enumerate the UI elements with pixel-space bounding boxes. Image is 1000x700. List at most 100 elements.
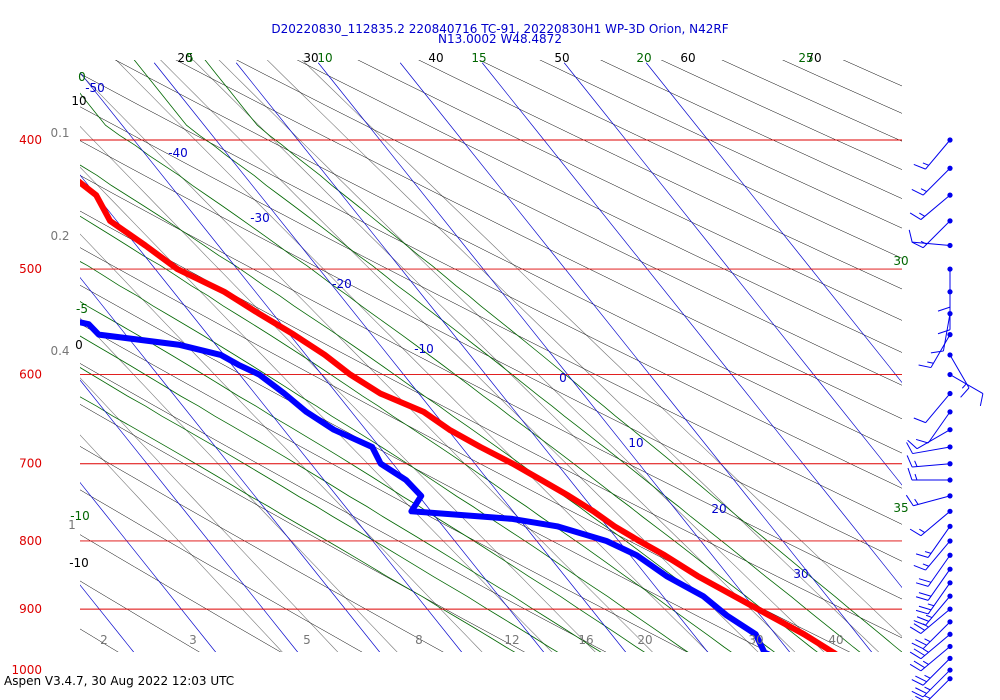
isotherm-label: -40 <box>168 146 188 160</box>
wind-barb-flag <box>909 212 922 220</box>
wind-barb-shaft <box>912 241 951 246</box>
dry-adiabat-label: -10 <box>69 556 89 570</box>
mixing-ratio-label: 16 <box>578 633 593 647</box>
temperature-scale-label: 50 <box>554 51 569 65</box>
wind-barb-shaft <box>925 393 951 423</box>
wind-barb-flag <box>919 212 925 217</box>
isotherm-line <box>80 481 217 652</box>
dry-adiabat-line <box>175 60 902 420</box>
mixing-ratio-label: 20 <box>637 633 652 647</box>
moist-adiabat-line <box>133 60 861 652</box>
dry-adiabat-line <box>80 323 688 652</box>
wind-barb-flag <box>915 582 929 587</box>
isotherm-line <box>481 62 902 589</box>
wind-barb-flag <box>961 383 967 389</box>
moist-adiabat-label: 35 <box>893 501 908 515</box>
dry-adiabat-line <box>660 60 902 170</box>
mixing-ratio-line <box>80 434 283 652</box>
pressure-tick-label: 500 <box>19 262 42 276</box>
wind-barb-flag <box>907 467 913 481</box>
wind-barb-shaft <box>949 354 970 389</box>
dry-adiabat-line <box>80 489 363 652</box>
wind-barb <box>915 409 953 444</box>
dry-adiabat-line <box>80 363 607 652</box>
mixing-ratio-label: 40 <box>828 633 843 647</box>
wind-barb-shaft <box>922 658 951 686</box>
wind-barb-flag <box>922 162 929 166</box>
moist-adiabat-line <box>80 335 602 652</box>
wind-barb-flag <box>913 564 926 571</box>
moist-adiabat-line <box>80 396 516 652</box>
wind-barb-flag <box>924 695 931 699</box>
dry-adiabat-line <box>80 175 902 600</box>
mixing-ratio-line <box>218 60 825 652</box>
wind-barb-flag <box>913 660 925 669</box>
temperature-profile <box>80 178 838 652</box>
wind-barb-shaft <box>927 678 951 700</box>
moist-adiabat-label: 20 <box>636 51 651 65</box>
wind-barb <box>911 667 953 698</box>
wind-barb-flag <box>924 551 932 554</box>
wind-barb-flag <box>922 660 929 665</box>
wind-barb-shaft <box>920 194 951 220</box>
wind-barb-flag <box>918 605 932 611</box>
isotherm-line <box>80 71 545 652</box>
pressure-tick-label: 900 <box>19 602 42 616</box>
mixing-ratio-label: 3 <box>189 633 197 647</box>
wind-barb-flag <box>916 616 929 622</box>
wind-barb <box>908 229 953 249</box>
mixing-ratio-line <box>80 125 596 652</box>
dry-adiabat-label: 0 <box>75 338 83 352</box>
footer-text: Aspen V3.4.7, 30 Aug 2022 12:03 UTC <box>4 674 235 688</box>
wind-barb-shaft <box>949 374 984 394</box>
wind-barb-shaft <box>925 540 951 571</box>
wind-barb-flag <box>908 229 913 243</box>
moist-adiabat-line <box>80 261 689 652</box>
dry-adiabat-line <box>80 247 851 652</box>
wind-barb-flag <box>915 438 929 444</box>
wind-barb-shaft <box>927 526 951 558</box>
wind-barb-flag <box>918 364 932 369</box>
isotherm-label: 10 <box>628 436 643 450</box>
wind-barb <box>913 390 953 424</box>
chart-subtitle: N13.0002 W48.4872 <box>438 32 562 46</box>
dry-adiabat-line <box>893 55 1000 657</box>
moist-adiabat-label: 30 <box>893 254 908 268</box>
chart-title: D20220830_112835.2 220840716 TC-91, 2022… <box>271 22 728 36</box>
moist-adiabat-line <box>204 60 902 652</box>
pressure-tick-label: 800 <box>19 534 42 548</box>
mixing-ratio-label: 5 <box>303 633 311 647</box>
wind-barb-shaft <box>927 554 951 587</box>
wind-barb-flag <box>920 188 927 193</box>
wind-barb-flag <box>914 473 918 481</box>
moist-adiabat-line <box>80 92 818 652</box>
wind-barb <box>911 655 953 686</box>
wind-barb-flag <box>914 460 918 467</box>
isotherm-label: -10 <box>414 342 434 356</box>
moist-adiabat-label: 0 <box>78 70 86 84</box>
wind-barb-flag <box>918 578 932 583</box>
mixing-ratio-label: 8 <box>415 633 423 647</box>
isotherm-label: -20 <box>332 277 352 291</box>
dry-adiabat-line <box>80 284 769 652</box>
wind-barb-flag <box>922 563 929 567</box>
wind-barb-flag <box>925 614 933 619</box>
isotherm-label: 0 <box>559 371 567 385</box>
wind-barb-shaft <box>913 495 951 507</box>
mixing-ratio-line <box>266 60 880 652</box>
wind-barb-flag <box>915 675 927 683</box>
moist-adiabat-line <box>80 215 732 652</box>
pressure-tick-label: 400 <box>19 133 42 147</box>
wind-barb-flag <box>922 623 929 628</box>
wind-barb-flag <box>907 439 918 450</box>
diagram-grid <box>80 55 1000 657</box>
wind-barb-flag <box>909 528 922 537</box>
isotherm-line <box>80 379 299 652</box>
wind-barb-flag <box>960 387 970 398</box>
wind-barb-flag <box>915 695 924 700</box>
wind-barb-flag <box>919 528 925 533</box>
dry-adiabat-line <box>80 106 902 525</box>
isotherm-line <box>563 62 902 486</box>
